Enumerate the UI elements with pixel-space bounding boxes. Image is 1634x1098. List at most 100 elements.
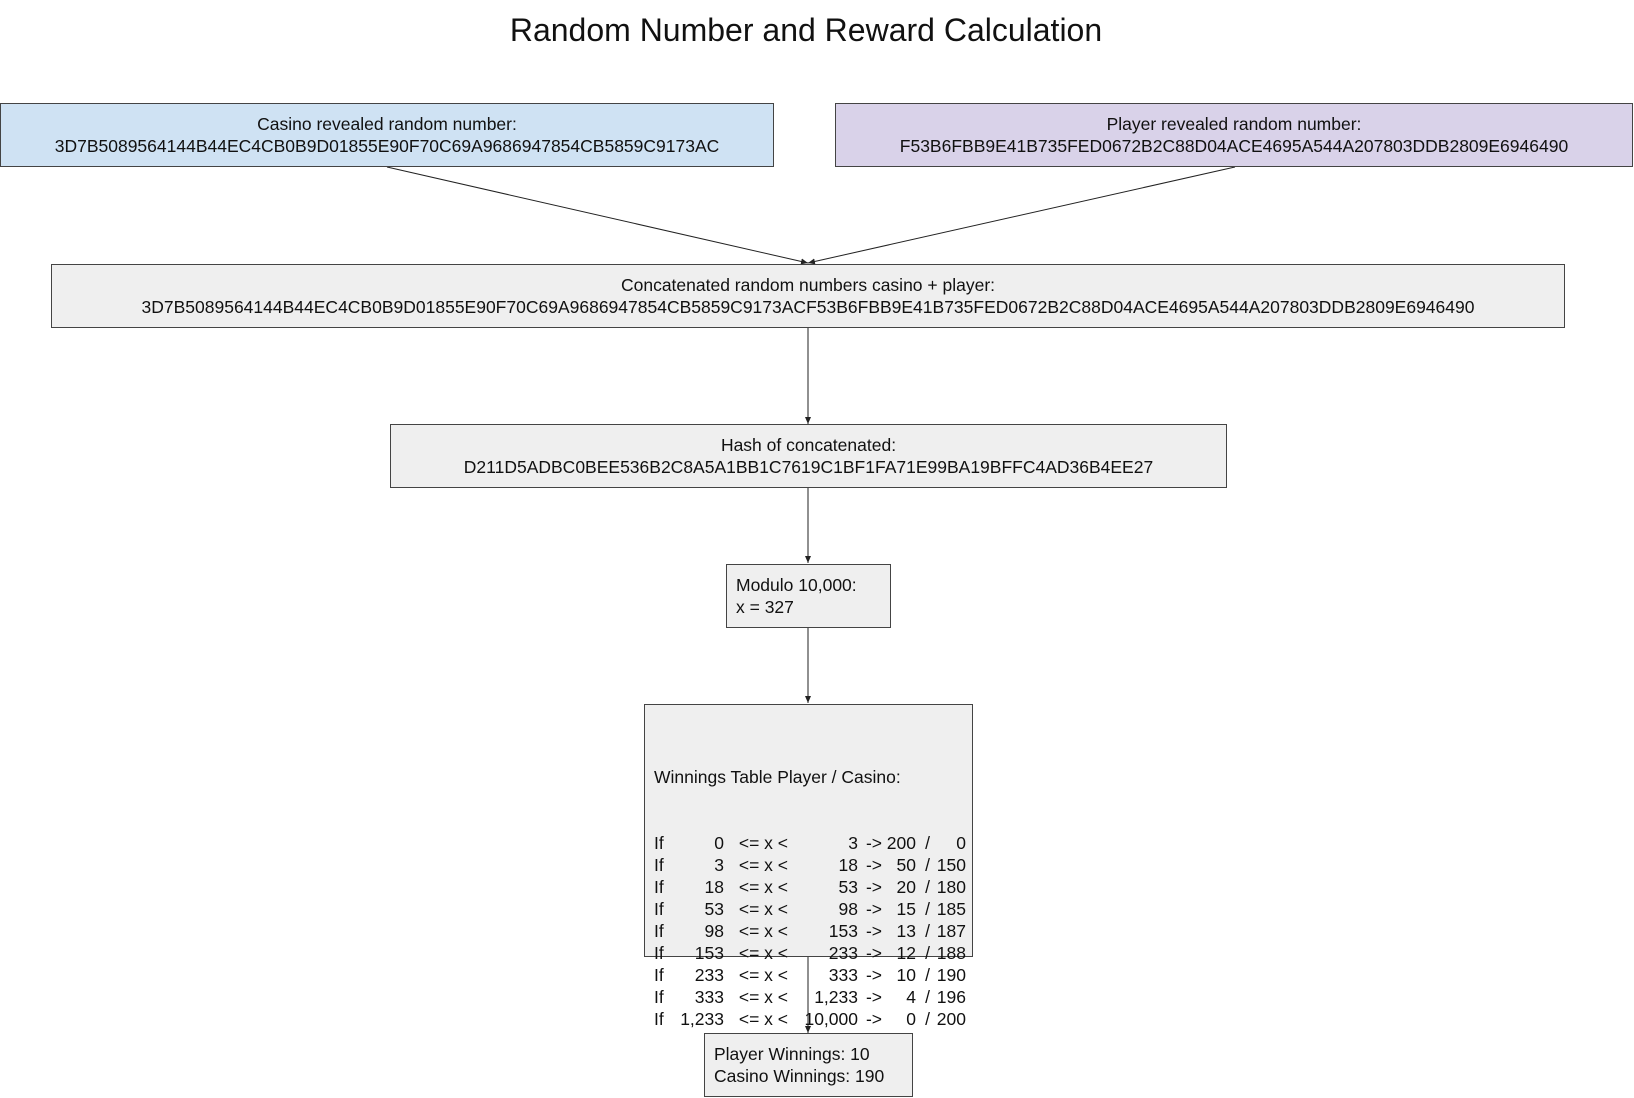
winnings-cell-upper: 98 (838, 899, 858, 919)
winnings-cell-player: 20 (896, 877, 916, 897)
winnings-cell-sep: / (925, 833, 930, 853)
winnings-cell-op: <= x < (738, 965, 788, 985)
winnings-cell-lower: 333 (694, 987, 724, 1007)
winnings-table-row: If 98 <= x < 153 -> 13 / 187 (654, 920, 972, 942)
diagram-title: Random Number and Reward Calculation (509, 12, 1103, 48)
winnings-cell-player: 12 (896, 943, 916, 963)
modulo-box-label: Modulo 10,000: (736, 575, 857, 595)
hash-box-value: D211D5ADBC0BEE536B2C8A5A1BB1C7619C1BF1FA… (463, 457, 1154, 477)
winnings-cell-arrow: -> (865, 943, 882, 963)
winnings-cell-arrow: -> (865, 987, 882, 1007)
modulo-box-value: x = 327 (736, 597, 794, 617)
winnings-cell-arrow: -> (865, 833, 882, 853)
winnings-cell-op: <= x < (738, 833, 788, 853)
winnings-cell-sep: / (925, 965, 930, 985)
winnings-cell-player: 10 (896, 965, 916, 985)
casino-winnings: Casino Winnings: 190 (714, 1066, 885, 1086)
winnings-cell-upper: 10,000 (804, 1009, 858, 1029)
winnings-cell-arrow: -> (865, 1009, 882, 1029)
winnings-table-row: If 53 <= x < 98 -> 15 / 185 (654, 898, 972, 920)
winnings-cell-upper: 3 (848, 833, 858, 853)
winnings-cell-op: <= x < (738, 899, 788, 919)
winnings-cell-lower: 233 (694, 965, 724, 985)
casino-box-value: 3D7B5089564144B44EC4CB0B9D01855E90F70C69… (54, 136, 720, 156)
winnings-cell-player: 50 (896, 855, 916, 875)
winnings-cell-casino: 0 (956, 833, 966, 853)
edge-player-to-concat (807, 166, 1236, 265)
winnings-cell-upper: 1,233 (814, 987, 858, 1007)
player-winnings: Player Winnings: 10 (714, 1044, 870, 1064)
winnings-cell-lower: 98 (704, 921, 724, 941)
winnings-cell-lower: 153 (694, 943, 724, 963)
winnings-cell-upper: 153 (828, 921, 858, 941)
winnings-cell-prefix: If (654, 1009, 664, 1029)
winnings-table-row: If 333 <= x < 1,233 -> 4 / 196 (654, 986, 972, 1008)
winnings-cell-prefix: If (654, 943, 664, 963)
winnings-cell-sep: / (925, 921, 930, 941)
winnings-cell-op: <= x < (738, 1009, 788, 1029)
modulo-box: Modulo 10,000: x = 327 (726, 564, 891, 628)
winnings-cell-prefix: If (654, 987, 664, 1007)
concatenated-box: Concatenated random numbers casino + pla… (51, 264, 1565, 328)
edge-casino-to-concat (386, 166, 809, 265)
winnings-cell-upper: 333 (828, 965, 858, 985)
winnings-cell-casino: 180 (936, 877, 966, 897)
winnings-cell-arrow: -> (865, 921, 882, 941)
winnings-cell-sep: / (925, 943, 930, 963)
winnings-cell-prefix: If (654, 899, 664, 919)
winnings-cell-prefix: If (654, 855, 664, 875)
winnings-cell-arrow: -> (865, 899, 882, 919)
winnings-cell-sep: / (925, 1009, 930, 1029)
winnings-cell-casino: 190 (936, 965, 966, 985)
hash-box-label: Hash of concatenated: (720, 435, 897, 455)
winnings-cell-prefix: If (654, 965, 664, 985)
winnings-cell-casino: 196 (936, 987, 966, 1007)
winnings-table-row: If 0 <= x < 3 -> 200 / 0 (654, 832, 972, 854)
result-box: Player Winnings: 10 Casino Winnings: 190 (704, 1033, 913, 1097)
casino-random-number-box: Casino revealed random number: 3D7B50895… (0, 103, 774, 167)
winnings-cell-player: 4 (906, 987, 916, 1007)
winnings-cell-op: <= x < (738, 877, 788, 897)
winnings-cell-player: 13 (896, 921, 916, 941)
winnings-cell-upper: 53 (838, 877, 858, 897)
winnings-cell-player: 200 (886, 833, 916, 853)
winnings-cell-arrow: -> (865, 877, 882, 897)
winnings-cell-casino: 200 (936, 1009, 966, 1029)
winnings-cell-sep: / (925, 855, 930, 875)
winnings-cell-upper: 233 (828, 943, 858, 963)
winnings-cell-lower: 1,233 (680, 1009, 724, 1029)
concat-box-label: Concatenated random numbers casino + pla… (620, 275, 996, 295)
winnings-cell-player: 15 (896, 899, 916, 919)
winnings-table-heading: Winnings Table Player / Casino: (654, 767, 901, 787)
winnings-cell-op: <= x < (738, 921, 788, 941)
winnings-cell-player: 0 (906, 1009, 916, 1029)
winnings-cell-sep: / (925, 987, 930, 1007)
player-random-number-box: Player revealed random number: F53B6FBB9… (835, 103, 1633, 167)
winnings-cell-prefix: If (654, 833, 664, 853)
winnings-cell-casino: 187 (936, 921, 966, 941)
winnings-cell-casino: 150 (936, 855, 966, 875)
winnings-cell-upper: 18 (838, 855, 858, 875)
winnings-cell-lower: 3 (714, 855, 724, 875)
winnings-table-rows: If 0 <= x <3 -> 200/0 If 3 <= x <18 -> 50/150 If 18… (654, 832, 972, 1030)
winnings-cell-lower: 18 (704, 877, 724, 897)
winnings-table-row: If 18 <= x < 53 -> 20 / 180 (654, 876, 972, 898)
hash-box: Hash of concatenated: D211D5ADBC0BEE536B… (390, 424, 1227, 488)
winnings-table-row: If 153 <= x < 233 -> 12 / 188 (654, 942, 972, 964)
winnings-table-row: If 3 <= x < 18 -> 50 / 150 (654, 854, 972, 876)
winnings-table-box: Winnings Table Player / Casino: If 0 <= x … (644, 704, 973, 1029)
winnings-cell-op: <= x < (738, 855, 788, 875)
winnings-cell-prefix: If (654, 921, 664, 941)
player-box-value: F53B6FBB9E41B735FED0672B2C88D04ACE4695A5… (899, 136, 1569, 156)
concat-box-value: 3D7B5089564144B44EC4CB0B9D01855E90F70C69… (141, 297, 1475, 317)
winnings-cell-op: <= x < (738, 987, 788, 1007)
player-box-label: Player revealed random number: (1106, 114, 1362, 134)
winnings-cell-casino: 188 (936, 943, 966, 963)
winnings-cell-arrow: -> (865, 855, 882, 875)
winnings-cell-lower: 0 (714, 833, 724, 853)
winnings-cell-sep: / (925, 877, 930, 897)
winnings-cell-casino: 185 (936, 899, 966, 919)
winnings-cell-sep: / (925, 899, 930, 919)
winnings-table-row: If 1,233 <= x < 10,000 -> 0 / 200 (654, 1008, 972, 1030)
